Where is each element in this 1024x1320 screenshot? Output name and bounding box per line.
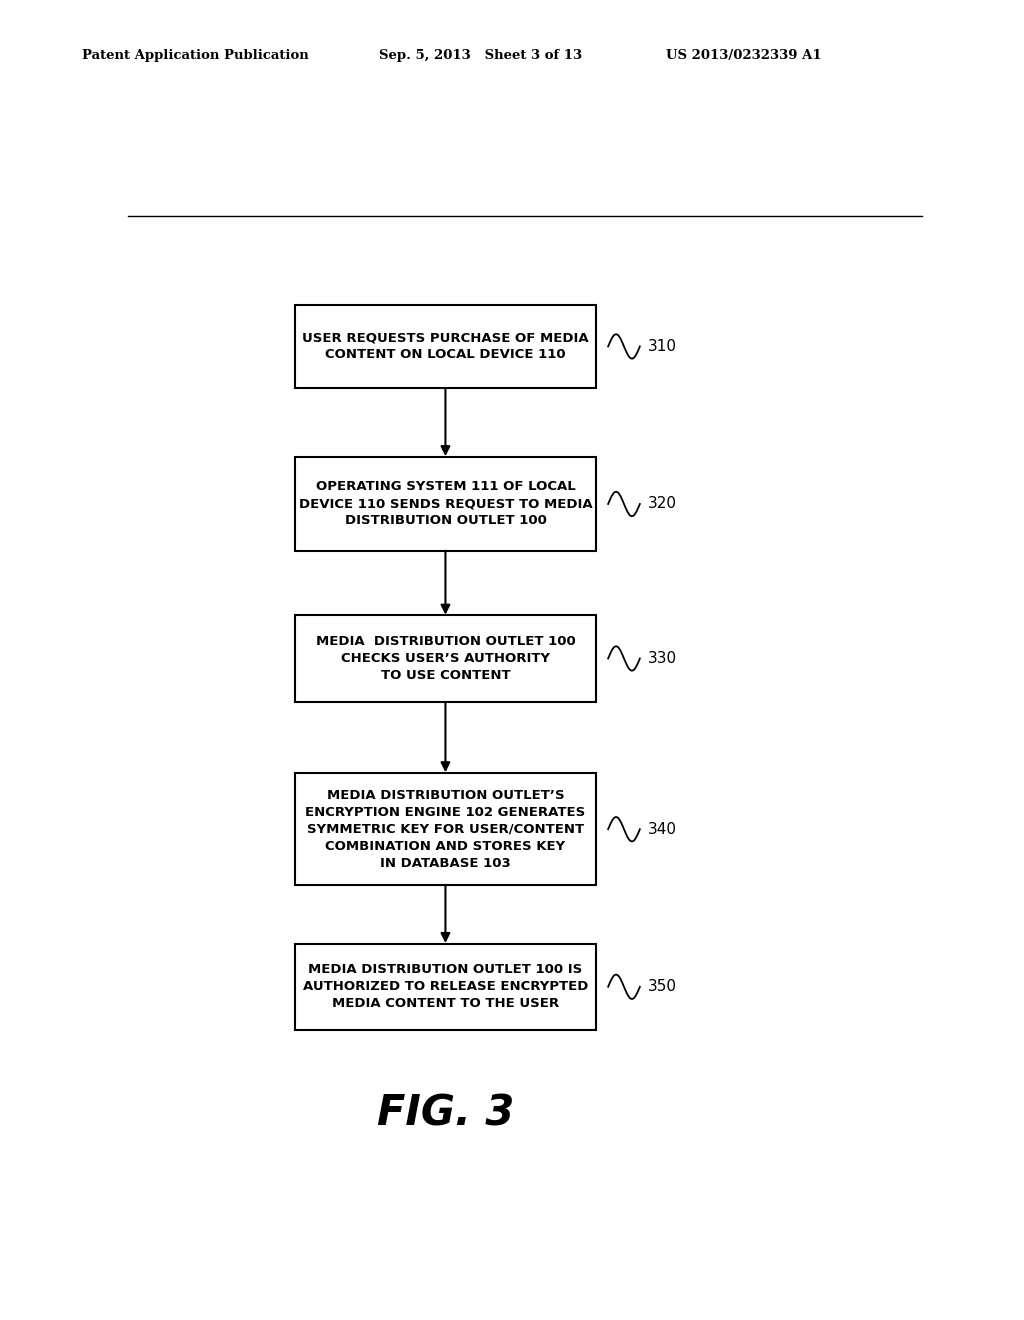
Text: MEDIA DISTRIBUTION OUTLET’S
ENCRYPTION ENGINE 102 GENERATES
SYMMETRIC KEY FOR US: MEDIA DISTRIBUTION OUTLET’S ENCRYPTION E… (305, 789, 586, 870)
Text: FIG. 3: FIG. 3 (377, 1093, 514, 1135)
Text: Sep. 5, 2013   Sheet 3 of 13: Sep. 5, 2013 Sheet 3 of 13 (379, 49, 582, 62)
Bar (295, 305, 596, 388)
Bar (295, 774, 596, 886)
Text: USER REQUESTS PURCHASE OF MEDIA
CONTENT ON LOCAL DEVICE 110: USER REQUESTS PURCHASE OF MEDIA CONTENT … (302, 331, 589, 362)
Text: 330: 330 (648, 651, 677, 667)
Bar (295, 457, 596, 550)
Text: 350: 350 (648, 979, 677, 994)
Text: OPERATING SYSTEM 111 OF LOCAL
DEVICE 110 SENDS REQUEST TO MEDIA
DISTRIBUTION OUT: OPERATING SYSTEM 111 OF LOCAL DEVICE 110… (299, 480, 592, 528)
Text: 320: 320 (648, 496, 677, 511)
Bar (295, 615, 596, 702)
Text: MEDIA  DISTRIBUTION OUTLET 100
CHECKS USER’S AUTHORITY
TO USE CONTENT: MEDIA DISTRIBUTION OUTLET 100 CHECKS USE… (315, 635, 575, 682)
Text: MEDIA DISTRIBUTION OUTLET 100 IS
AUTHORIZED TO RELEASE ENCRYPTED
MEDIA CONTENT T: MEDIA DISTRIBUTION OUTLET 100 IS AUTHORI… (303, 964, 588, 1010)
Text: 340: 340 (648, 822, 677, 837)
Bar (295, 944, 596, 1030)
Text: Patent Application Publication: Patent Application Publication (82, 49, 308, 62)
Text: US 2013/0232339 A1: US 2013/0232339 A1 (666, 49, 821, 62)
Text: 310: 310 (648, 339, 677, 354)
